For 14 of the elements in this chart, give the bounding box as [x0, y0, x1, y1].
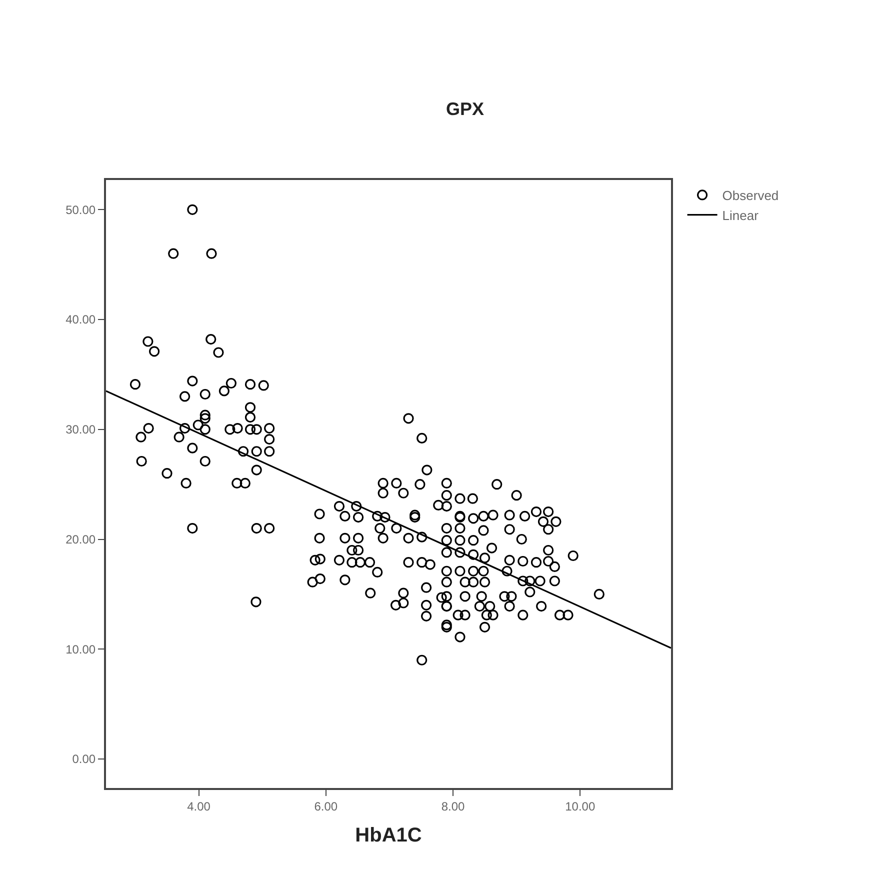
x-tick-label: 8.00: [441, 799, 466, 814]
x-tick-label: 10.00: [565, 799, 596, 814]
y-tick-label: 30.00: [66, 422, 96, 437]
y-tick-label: 50.00: [66, 202, 96, 217]
chart-title: GPX: [446, 98, 484, 119]
x-axis-title: HbA1C: [355, 824, 422, 846]
legend-label: Observed: [722, 188, 779, 204]
x-tick-label: 4.00: [187, 799, 211, 814]
x-tick-label: 6.00: [314, 799, 338, 814]
y-tick-label: 0.00: [72, 752, 96, 766]
y-tick-label: 20.00: [66, 532, 96, 546]
y-tick-label: 10.00: [66, 642, 96, 656]
y-tick-label: 40.00: [66, 312, 96, 327]
legend-label: Linear: [722, 208, 760, 223]
